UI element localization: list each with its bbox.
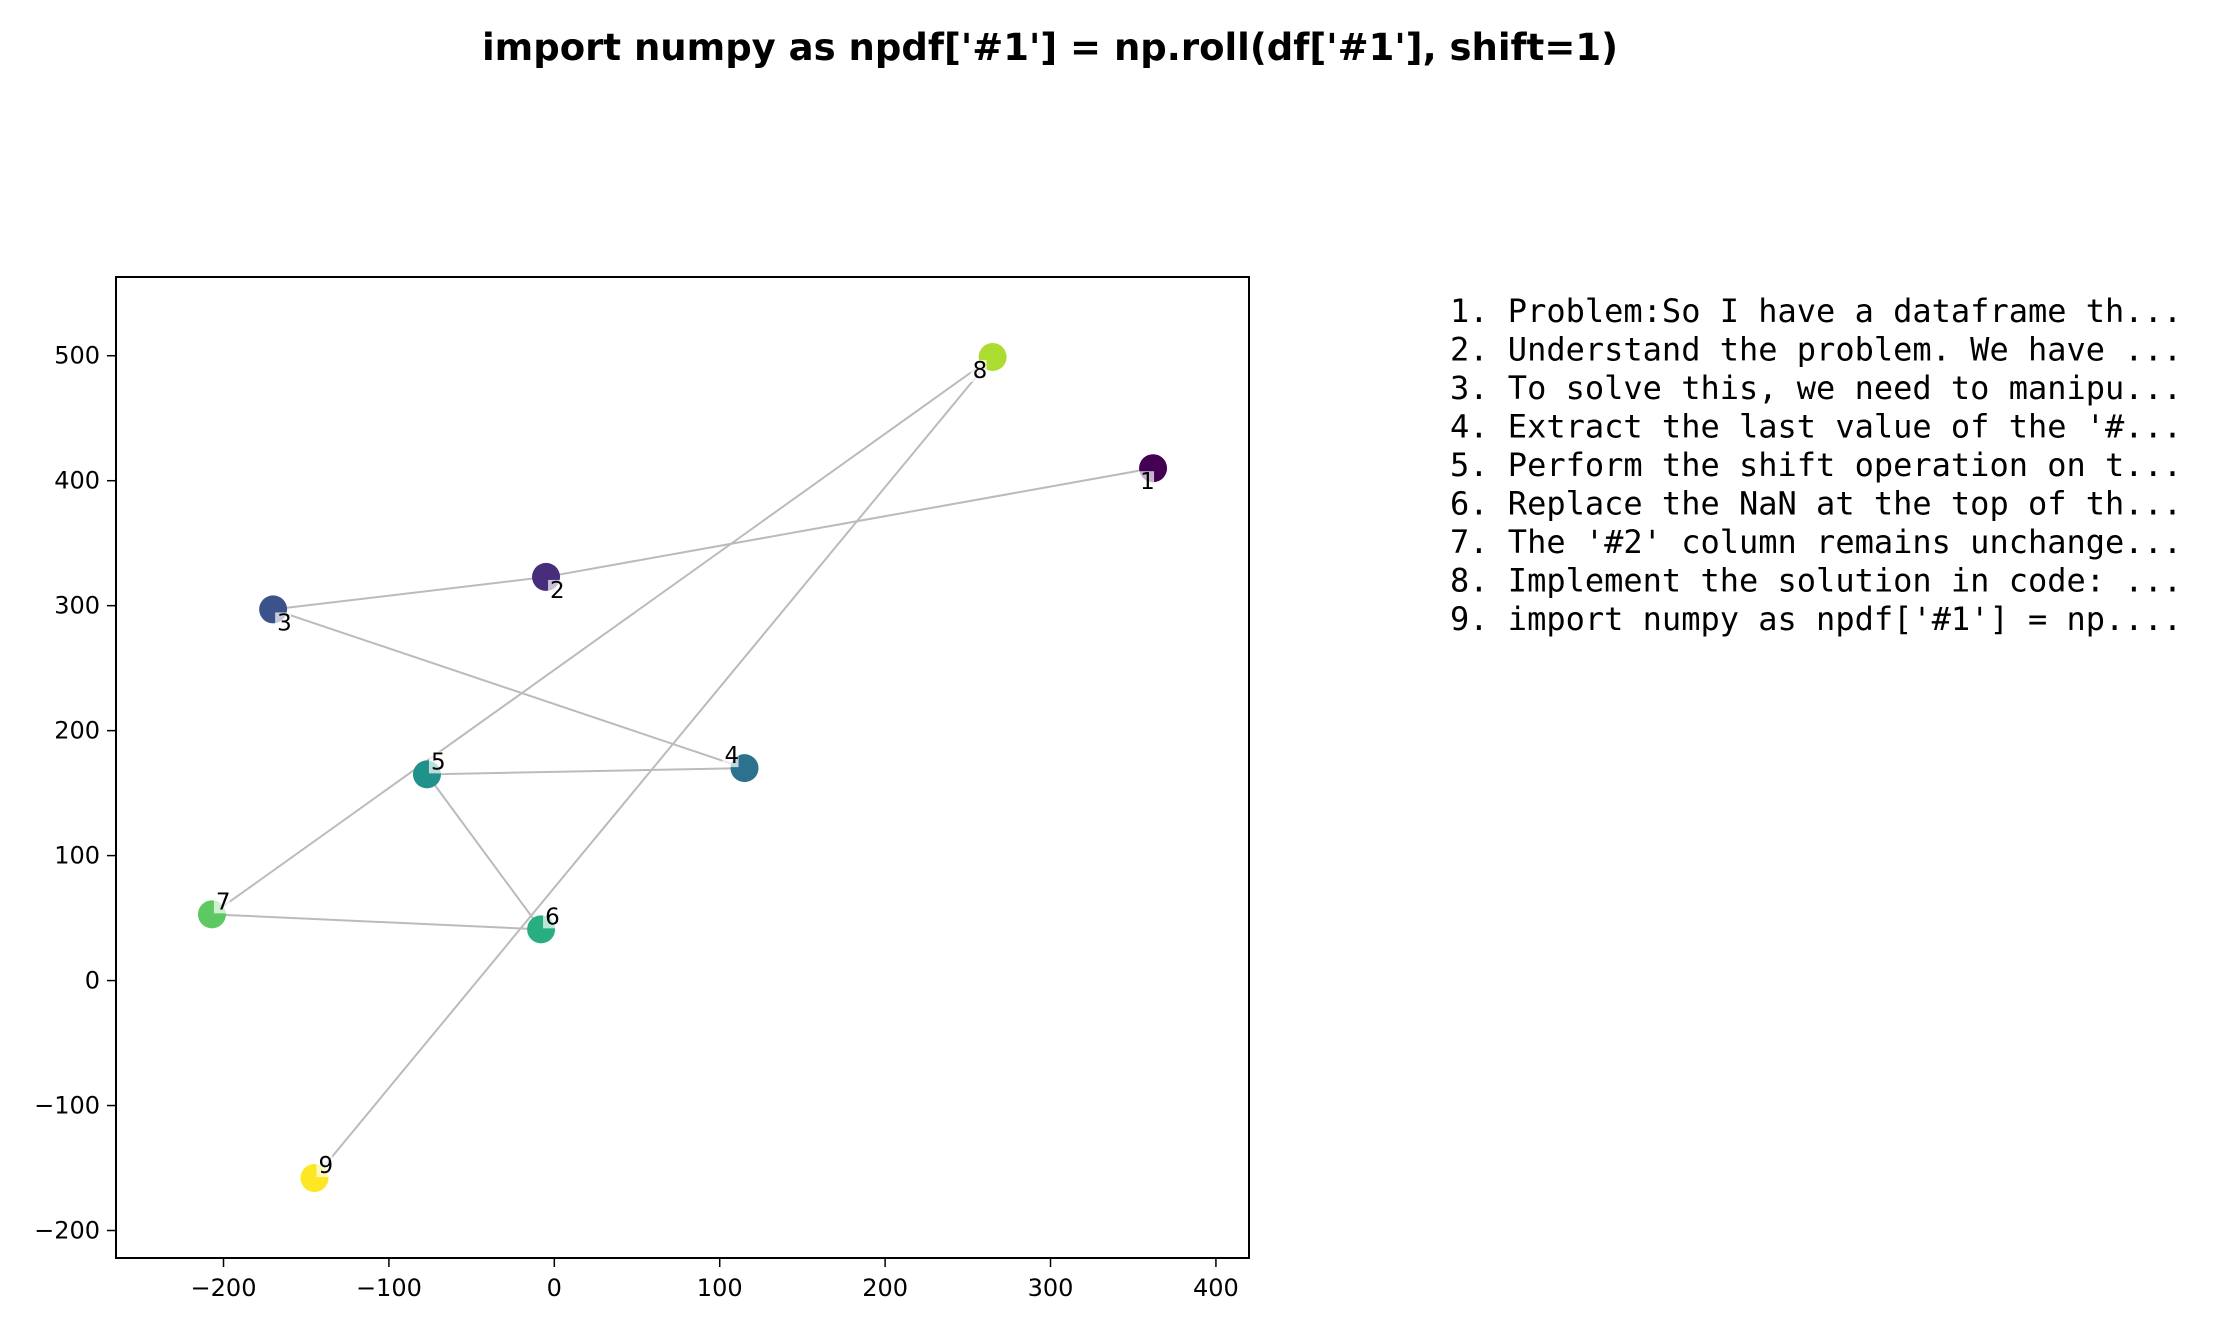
chart-title: import numpy as npdf['#1'] = np.roll(df[… xyxy=(482,26,1618,69)
x-tick-label: 200 xyxy=(862,1274,908,1302)
x-tick-label: 100 xyxy=(697,1274,743,1302)
y-tick-label: 200 xyxy=(54,717,100,745)
y-tick-label: 100 xyxy=(54,842,100,870)
edge-8-9 xyxy=(313,356,994,1179)
edge-5-6 xyxy=(426,773,542,930)
x-tick-label: 0 xyxy=(547,1274,562,1302)
point-label-bg-2 xyxy=(548,579,565,602)
point-label-bg-5 xyxy=(428,751,445,774)
point-label-bg-8 xyxy=(970,359,987,382)
edge-3-4 xyxy=(272,608,745,770)
legend-line-5: 5. Perform the shift operation on t... xyxy=(1450,446,2182,484)
point-label-9: 9 xyxy=(318,1153,333,1179)
point-label-5: 5 xyxy=(431,749,446,775)
y-tick-label: 300 xyxy=(54,592,100,620)
point-label-bg-7 xyxy=(213,891,230,914)
y-tick-label: 0 xyxy=(85,967,100,995)
legend-line-8: 8. Implement the solution in code: ... xyxy=(1450,562,2182,600)
point-label-4: 4 xyxy=(725,743,740,769)
x-tick-label: −200 xyxy=(191,1274,257,1302)
point-label-1: 1 xyxy=(1140,469,1155,495)
legend-line-9: 9. import numpy as npdf['#1'] = np.... xyxy=(1450,600,2182,638)
point-label-bg-3 xyxy=(275,612,292,635)
point-label-bg-4 xyxy=(722,745,739,768)
y-tick-label: −200 xyxy=(34,1217,100,1245)
edge-7-8 xyxy=(211,356,994,916)
edge-2-3 xyxy=(273,575,547,611)
point-label-3: 3 xyxy=(277,610,292,636)
point-label-7: 7 xyxy=(216,889,231,915)
point-label-2: 2 xyxy=(550,578,565,604)
x-tick-label: 400 xyxy=(1193,1274,1239,1302)
x-tick-label: 300 xyxy=(1028,1274,1074,1302)
plot-area: 1 2 3 4 5 6 7 8 9 −200 −100 0 100 200 300 400 −200 −100 0 1… xyxy=(34,276,1250,1302)
legend-text-box: 1. Problem:So I have a dataframe th...2.… xyxy=(1450,292,2182,638)
point-label-bg-9 xyxy=(316,1155,333,1178)
axes-frame xyxy=(115,276,1250,1259)
y-tick-label: 500 xyxy=(54,342,100,370)
legend-line-1: 1. Problem:So I have a dataframe th... xyxy=(1450,292,2182,330)
legend-line-6: 6. Replace the NaN at the top of th... xyxy=(1450,485,2182,523)
legend-line-7: 7. The '#2' column remains unchange... xyxy=(1450,523,2182,561)
legend-line-3: 3. To solve this, we need to manipu... xyxy=(1450,369,2182,407)
point-label-6: 6 xyxy=(545,904,560,930)
edge-1-2 xyxy=(545,467,1154,578)
y-tick-label: 400 xyxy=(54,467,100,495)
legend-line-2: 2. Understand the problem. We have ... xyxy=(1450,331,2182,369)
x-tick-label: −100 xyxy=(356,1274,422,1302)
point-label-8: 8 xyxy=(973,358,988,384)
y-tick-label: −100 xyxy=(34,1092,100,1120)
point-label-bg-1 xyxy=(1138,471,1155,494)
edge-4-5 xyxy=(426,767,745,776)
point-label-bg-6 xyxy=(543,906,560,929)
edge-6-7 xyxy=(211,913,542,931)
legend-line-4: 4. Extract the last value of the '#... xyxy=(1450,408,2182,446)
